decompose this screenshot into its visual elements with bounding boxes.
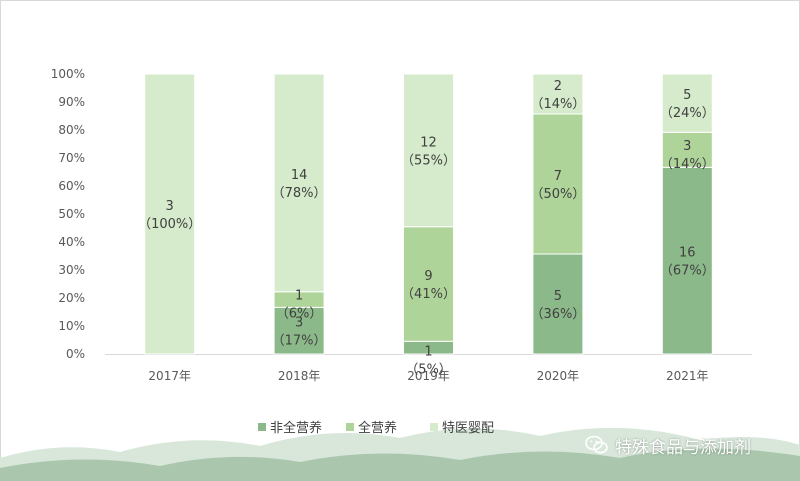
- bar-segment: [403, 73, 454, 228]
- x-tick-label: 2020年: [537, 369, 580, 383]
- data-label-count: 5: [683, 88, 691, 103]
- y-tick-label: 70%: [58, 151, 85, 165]
- data-label-count: 14: [291, 168, 308, 183]
- y-tick-label: 30%: [58, 263, 85, 277]
- legend-label: 非全营养: [270, 420, 322, 436]
- bar-segment: [144, 73, 196, 355]
- data-label-count: 9: [424, 269, 432, 284]
- data-label-percent: （41%）: [401, 287, 456, 302]
- data-label-percent: （100%）: [138, 217, 201, 232]
- mountain-range-front: [0, 448, 800, 481]
- data-label-count: 7: [554, 169, 562, 184]
- legend-swatch: [430, 423, 438, 431]
- data-label-percent: （24%）: [660, 106, 715, 121]
- y-tick-label: 50%: [58, 207, 85, 221]
- y-tick-label: 40%: [58, 235, 85, 249]
- data-label-count: 3: [166, 199, 174, 214]
- data-labels: 3 （100%） 3 （17%） 1 （6%） 14 （78%） 1 （5%） 9 （41%） 12 （5…: [138, 79, 715, 378]
- data-label-count: 3: [683, 139, 691, 154]
- legend-swatch: [258, 423, 266, 431]
- y-tick-label: 100%: [51, 67, 85, 81]
- bar-segment: [661, 166, 713, 355]
- bar-segment: [532, 73, 584, 115]
- y-tick-label: 60%: [58, 179, 85, 193]
- x-tick-label: 2017年: [148, 369, 191, 383]
- data-label-count: 1: [295, 289, 303, 304]
- legend-label: 特医婴配: [442, 421, 494, 436]
- data-label-percent: （5%）: [405, 363, 452, 378]
- data-label-percent: （78%）: [272, 186, 327, 201]
- data-label-percent: （14%）: [530, 97, 585, 112]
- data-label-percent: （67%）: [660, 264, 715, 279]
- y-tick-label: 0%: [66, 347, 85, 361]
- chart-axes: 0% 10% 20% 30% 40% 50% 60% 70% 80% 90% 100% 2017年 20…: [51, 67, 752, 383]
- y-tick-label: 20%: [58, 291, 85, 305]
- data-label-percent: （55%）: [401, 153, 456, 168]
- x-tick-label: 2019年: [407, 369, 450, 383]
- bar-segment: [403, 226, 454, 342]
- data-label-percent: （50%）: [530, 187, 585, 202]
- data-label-percent: （14%）: [660, 157, 715, 172]
- bar-segment: [273, 306, 325, 355]
- data-label-percent: （17%）: [272, 334, 327, 349]
- x-tick-label: 2018年: [278, 369, 321, 383]
- bar-segment: [532, 253, 584, 355]
- legend: 非全营养 全营养 特医婴配: [258, 420, 494, 436]
- bar-series: [144, 73, 713, 355]
- wechat-icon: [585, 435, 609, 455]
- y-tick-label: 10%: [58, 319, 85, 333]
- y-tick-label: 90%: [58, 95, 85, 109]
- x-tick-label: 2021年: [666, 369, 709, 383]
- y-tick-label: 80%: [58, 123, 85, 137]
- bar-segment: [661, 73, 713, 133]
- data-label-count: 12: [420, 135, 437, 150]
- bar-segment: [273, 73, 325, 293]
- legend-swatch: [346, 423, 354, 431]
- watermark-text: 特殊食品与添加剂: [615, 437, 751, 458]
- legend-label: 全营养: [358, 420, 397, 436]
- data-label-percent: （6%）: [276, 307, 323, 322]
- data-label-count: 2: [554, 79, 562, 94]
- data-label-count: 5: [554, 289, 562, 304]
- mountain-background: [0, 427, 800, 481]
- data-label-percent: （36%）: [530, 307, 585, 322]
- data-label-count: 3: [295, 316, 303, 331]
- watermark: 特殊食品与添加剂: [585, 432, 751, 458]
- bar-segment: [532, 113, 584, 255]
- data-label-count: 1: [424, 345, 432, 360]
- data-label-count: 16: [679, 246, 696, 261]
- bar-segment: [661, 131, 713, 168]
